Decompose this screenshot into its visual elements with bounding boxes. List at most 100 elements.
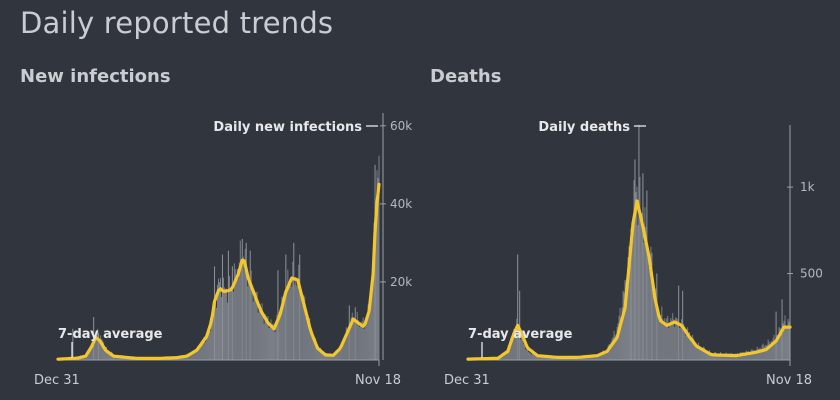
daily-bar xyxy=(306,315,308,360)
daily-bar xyxy=(727,354,729,360)
deaths-panel-title: Deaths xyxy=(430,66,502,87)
daily-bar xyxy=(768,341,770,360)
daily-bar xyxy=(277,270,279,360)
daily-bar xyxy=(360,325,362,360)
daily-bar xyxy=(705,350,707,360)
daily-bar xyxy=(528,351,530,360)
daily-bar xyxy=(770,340,772,360)
daily-bar xyxy=(637,225,639,360)
daily-bar xyxy=(361,321,363,360)
daily-bar xyxy=(639,176,641,360)
daily-bar xyxy=(772,338,774,360)
daily-bar xyxy=(699,346,701,360)
daily-bar xyxy=(538,355,540,360)
daily-bar xyxy=(252,301,254,360)
daily-bar xyxy=(632,229,634,360)
daily-bar xyxy=(785,325,787,360)
daily-bar xyxy=(104,348,106,360)
daily-bar xyxy=(766,344,768,360)
daily-bar xyxy=(589,356,591,360)
daily-bar xyxy=(507,348,509,360)
daily-bar xyxy=(288,284,290,360)
daily-bar xyxy=(235,279,237,360)
daily-bar xyxy=(257,312,259,360)
daily-bar xyxy=(641,212,643,360)
daily-bar xyxy=(292,261,294,360)
daily-bar xyxy=(718,353,720,360)
daily-bar xyxy=(224,288,226,360)
daily-bar xyxy=(256,291,258,360)
x-axis: Dec 31 Nov 18 xyxy=(34,359,401,388)
daily-bar xyxy=(665,322,667,360)
daily-bar xyxy=(212,310,214,360)
daily-bar xyxy=(332,355,334,360)
daily-bar xyxy=(783,321,785,360)
daily-bar xyxy=(643,242,645,360)
daily-bar xyxy=(348,305,350,360)
daily-bar xyxy=(217,284,219,360)
daily-bar xyxy=(681,319,683,360)
daily-bar xyxy=(737,354,739,360)
daily-bar xyxy=(106,346,108,360)
daily-bar xyxy=(738,354,740,360)
daily-bar xyxy=(529,352,531,360)
daily-bar xyxy=(101,339,103,360)
daily-bar xyxy=(319,348,321,360)
daily-bar xyxy=(237,278,239,360)
daily-bar xyxy=(603,352,605,360)
daily-bar xyxy=(283,298,285,360)
daily-bar xyxy=(751,349,753,360)
daily-bar xyxy=(346,330,348,360)
daily-bar xyxy=(321,349,323,360)
daily-bar xyxy=(706,350,708,360)
deaths-chart: 500 1k Dec 31 Nov 18 Daily deaths 7-day avera… xyxy=(444,120,823,388)
average-label: 7-day average xyxy=(58,327,163,342)
daily-bar xyxy=(246,286,248,360)
y-axis: 500 1k xyxy=(787,125,823,360)
daily-bar xyxy=(636,186,638,360)
infections-panel-title: New infections xyxy=(20,66,171,87)
daily-bar xyxy=(115,356,117,360)
daily-bar xyxy=(623,292,625,360)
daily-bar xyxy=(612,337,614,360)
daily-bar xyxy=(309,318,311,360)
daily-bar xyxy=(352,321,354,360)
daily-bar xyxy=(764,345,766,360)
daily-bar xyxy=(662,318,664,360)
daily-bar xyxy=(266,317,268,360)
daily-bar xyxy=(539,356,541,360)
daily-bar xyxy=(120,357,122,360)
daily-bar xyxy=(105,346,107,360)
daily-bar xyxy=(196,350,198,360)
daily-bar xyxy=(676,318,678,360)
daily-bar xyxy=(541,356,543,360)
daily-bar xyxy=(753,349,755,360)
daily-bar xyxy=(650,246,652,360)
daily-bar xyxy=(221,254,223,360)
daily-bar xyxy=(314,337,316,360)
daily-bar xyxy=(296,285,298,360)
daily-bar xyxy=(350,317,352,360)
x-tick-label-end: Nov 18 xyxy=(355,373,401,388)
daily-bar xyxy=(369,310,371,360)
daily-bar xyxy=(547,356,549,360)
daily-bar xyxy=(216,307,218,360)
daily-bar xyxy=(276,314,278,360)
y-tick-label: 60k xyxy=(390,119,412,133)
daily-bar xyxy=(520,339,522,360)
daily-bar xyxy=(609,346,611,360)
daily-bar xyxy=(358,326,360,360)
daily-bar xyxy=(97,328,99,360)
daily-bar xyxy=(108,350,110,360)
page-title: Daily reported trends xyxy=(20,6,334,40)
daily-bar xyxy=(525,349,527,360)
daily-bar xyxy=(523,343,525,360)
daily-bar xyxy=(110,353,112,360)
daily-bar xyxy=(743,353,745,360)
x-axis: Dec 31 Nov 18 xyxy=(444,359,812,388)
daily-bar xyxy=(242,256,244,360)
daily-bar xyxy=(503,354,505,360)
daily-bar xyxy=(687,327,689,360)
daily-bar xyxy=(672,313,674,360)
daily-bar xyxy=(342,339,344,360)
